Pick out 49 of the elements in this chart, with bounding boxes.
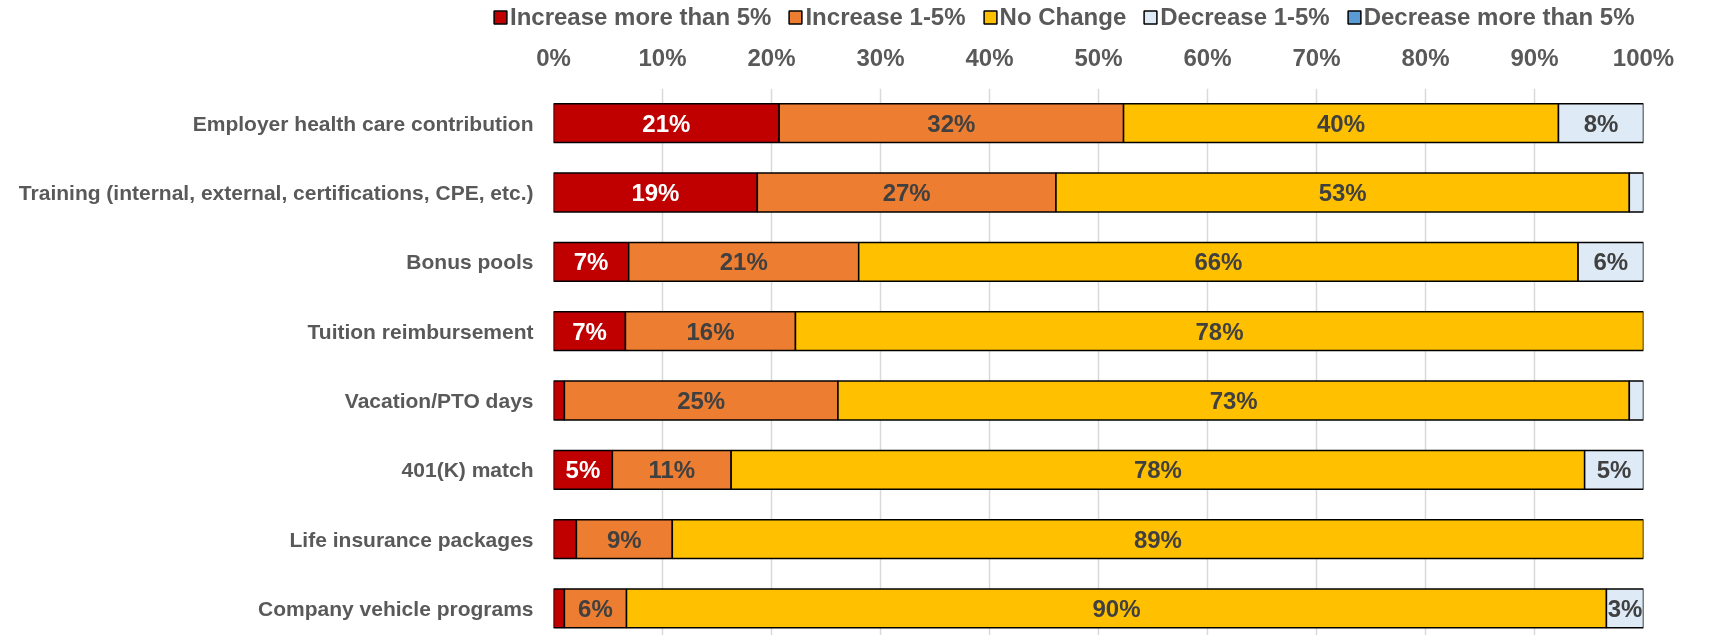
data-label: 19% xyxy=(631,178,680,206)
data-label: 5% xyxy=(565,456,601,484)
x-tick-label: 10% xyxy=(638,43,687,71)
data-label: 40% xyxy=(1317,109,1366,137)
data-label: 89% xyxy=(1133,525,1182,553)
data-label: 32% xyxy=(927,109,976,137)
data-label: 90% xyxy=(1092,594,1141,622)
data-label: 3% xyxy=(1607,594,1643,622)
y-tick-label: Company vehicle programs xyxy=(258,596,534,620)
x-tick-label: 100% xyxy=(1612,43,1675,71)
x-tick-label: 30% xyxy=(856,43,905,71)
legend-label: Increase more than 5% xyxy=(510,3,772,31)
data-label: 11% xyxy=(648,456,696,484)
data-label: 21% xyxy=(719,248,768,276)
legend-label: Increase 1-5% xyxy=(805,3,966,31)
legend-label: No Change xyxy=(999,3,1127,31)
y-tick-label: Training (internal, external, certifications, CPE, etc.) xyxy=(18,180,534,204)
legend-label: Decrease more than 5% xyxy=(1363,3,1635,31)
x-tick-label: 50% xyxy=(1074,43,1123,71)
y-tick-label: Employer health care contribution xyxy=(192,111,534,135)
data-label: 21% xyxy=(642,109,691,137)
legend-label: Decrease 1-5% xyxy=(1160,3,1330,31)
y-tick-label: Life insurance packages xyxy=(289,527,534,551)
x-tick-label: 90% xyxy=(1510,43,1559,71)
data-label: 16% xyxy=(686,317,735,345)
y-tick-label: 401(K) match xyxy=(401,458,534,482)
data-label: 66% xyxy=(1194,248,1243,276)
x-tick-label: 20% xyxy=(747,43,796,71)
y-tick-label: Vacation/PTO days xyxy=(344,388,534,412)
data-label: 53% xyxy=(1318,178,1367,206)
data-label: 27% xyxy=(882,178,931,206)
data-label: 7% xyxy=(572,317,607,345)
y-tick-label: Bonus pools xyxy=(406,250,534,274)
data-label: 6% xyxy=(578,594,613,622)
x-tick-label: 40% xyxy=(965,43,1014,71)
data-label: 73% xyxy=(1209,386,1258,414)
data-label: 7% xyxy=(573,248,609,276)
x-tick-label: 80% xyxy=(1401,43,1450,71)
x-tick-label: 70% xyxy=(1292,43,1341,71)
data-label: 8% xyxy=(1583,109,1619,137)
data-label: 6% xyxy=(1593,248,1629,276)
data-label: 78% xyxy=(1133,456,1182,484)
data-label: 78% xyxy=(1195,317,1244,345)
data-label: 25% xyxy=(677,386,726,414)
y-tick-label: Tuition reimbursement xyxy=(307,319,534,343)
data-label: 9% xyxy=(607,525,642,553)
x-tick-label: 0% xyxy=(536,43,571,71)
data-label: 5% xyxy=(1596,456,1632,484)
x-tick-label: 60% xyxy=(1183,43,1232,71)
